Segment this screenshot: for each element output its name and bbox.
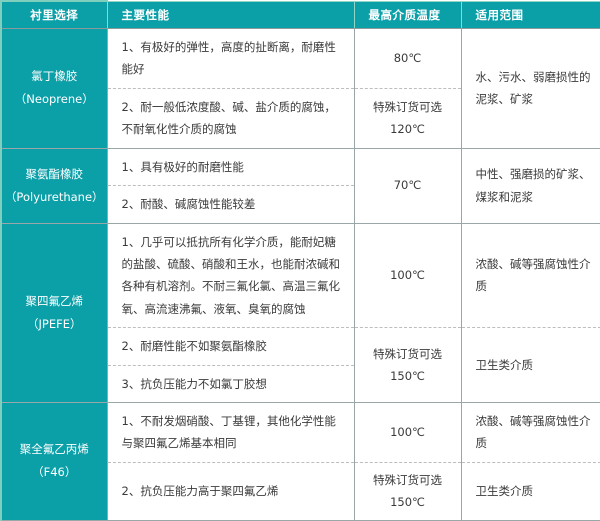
temperature-cell: 100℃ — [354, 222, 462, 328]
material-name-cell: 氯丁橡胶 （Neoprene） — [0, 28, 108, 149]
material-name-cell: 聚四氟乙烯 （JPEFE） — [0, 222, 108, 404]
temperature-cell: 特殊订货可选 120℃ — [354, 87, 462, 149]
table-row: 聚全氟乙丙烯 （F46） 1、不耐发烟硝酸、丁基锂，其他化学性能与聚四氟乙烯基本相同… — [0, 402, 600, 521]
scope-cell: 卫生类介质 — [461, 327, 600, 403]
table-row: 聚氨酯橡胶 （Polyurethane） 1、具有极好的耐磨性能 70℃ 中性、强磨损的… — [0, 147, 600, 224]
header-row: 衬里选择 主要性能 最高介质温度 适用范围 — [0, 0, 600, 29]
material-name-en: （F46） — [32, 465, 77, 480]
performance-cell: 2、耐一般低浓度酸、碱、盐介质的腐蚀，不耐氧化性介质的腐蚀 — [107, 87, 355, 149]
performance-cell: 2、耐酸、碱腐蚀性能较差 — [107, 185, 355, 224]
table-row: 2、耐酸、碱腐蚀性能较差 — [1, 185, 600, 224]
material-name-zh: 聚全氟乙丙烯 — [19, 442, 89, 457]
temperature-cell: 特殊订货可选 150℃ — [354, 461, 462, 521]
column-header-main-performance: 主要性能 — [106, 0, 355, 29]
performance-cell: 1、有极好的弹性，高度的扯断离，耐磨性能好 — [107, 28, 355, 89]
material-name-zh: 氯丁橡胶 — [31, 69, 78, 84]
temperature-cell: 70℃ — [354, 147, 462, 224]
performance-cell: 1、具有极好的耐磨性能 — [107, 147, 355, 186]
table-body: 氯丁橡胶 （Neoprene） 1、有极好的弹性，高度的扯断离，耐磨性能好 80℃ 水、… — [0, 28, 600, 521]
column-header-application-scope: 适用范围 — [460, 0, 600, 29]
table-row: 氯丁橡胶 （Neoprene） 1、有极好的弹性，高度的扯断离，耐磨性能好 80℃ 水、… — [0, 28, 600, 149]
temperature-cell: 100℃ — [354, 402, 462, 463]
performance-cell: 1、几乎可以抵抗所有化学介质，能耐妃糖的盐酸、硫酸、硝酸和王水，也能耐浓碱和各种… — [107, 222, 355, 328]
table-row: 2、耐一般低浓度酸、碱、盐介质的腐蚀，不耐氧化性介质的腐蚀 特殊订货可选 120℃ — [1, 87, 600, 149]
scope-cell: 水、污水、弱磨损性的泥浆、矿浆 — [461, 28, 600, 149]
performance-cell: 1、不耐发烟硝酸、丁基锂，其他化学性能与聚四氟乙烯基本相同 — [107, 402, 355, 463]
temperature-cell: 80℃ — [354, 28, 462, 89]
temperature-cell: 特殊订货可选 150℃ — [354, 327, 462, 403]
performance-cell: 2、耐磨性能不如聚氨酯橡胶 — [107, 327, 355, 366]
performance-cell: 3、抗负压能力不如氯丁胶想 — [107, 364, 355, 403]
scope-cell: 浓酸、碱等强腐蚀性介质 — [461, 402, 600, 463]
material-name-zh: 聚四氟乙烯 — [25, 293, 84, 308]
material-name-en: （JPEFE） — [27, 316, 82, 331]
material-name-cell: 聚氨酯橡胶 （Polyurethane） — [0, 147, 108, 224]
column-header-lining-choice: 衬里选择 — [0, 0, 108, 29]
material-name-zh: 聚氨酯橡胶 — [25, 166, 84, 181]
column-header-max-medium-temperature: 最高介质温度 — [353, 0, 462, 29]
scope-cell: 浓酸、碱等强腐蚀性介质 — [461, 222, 600, 328]
scope-cell: 卫生类介质 — [461, 461, 600, 521]
table-row: 3、抗负压能力不如氯丁胶想 — [1, 364, 600, 403]
material-name-en: （Polyurethane） — [4, 189, 104, 204]
table-header: 衬里选择 主要性能 最高介质温度 适用范围 — [0, 0, 600, 29]
material-name-cell: 聚全氟乙丙烯 （F46） — [0, 402, 108, 521]
table-row: 聚四氟乙烯 （JPEFE） 1、几乎可以抵抗所有化学介质，能耐妃糖的盐酸、硫酸、硝酸… — [0, 222, 600, 404]
performance-cell: 2、抗负压能力高于聚四氟乙烯 — [107, 461, 355, 521]
table-row: 2、耐磨性能不如聚氨酯橡胶 特殊订货可选 150℃ 卫生类介质 — [1, 327, 600, 403]
material-name-en: （Neoprene） — [14, 92, 94, 107]
scope-cell: 中性、强磨损的矿浆、煤浆和泥浆 — [461, 147, 600, 224]
